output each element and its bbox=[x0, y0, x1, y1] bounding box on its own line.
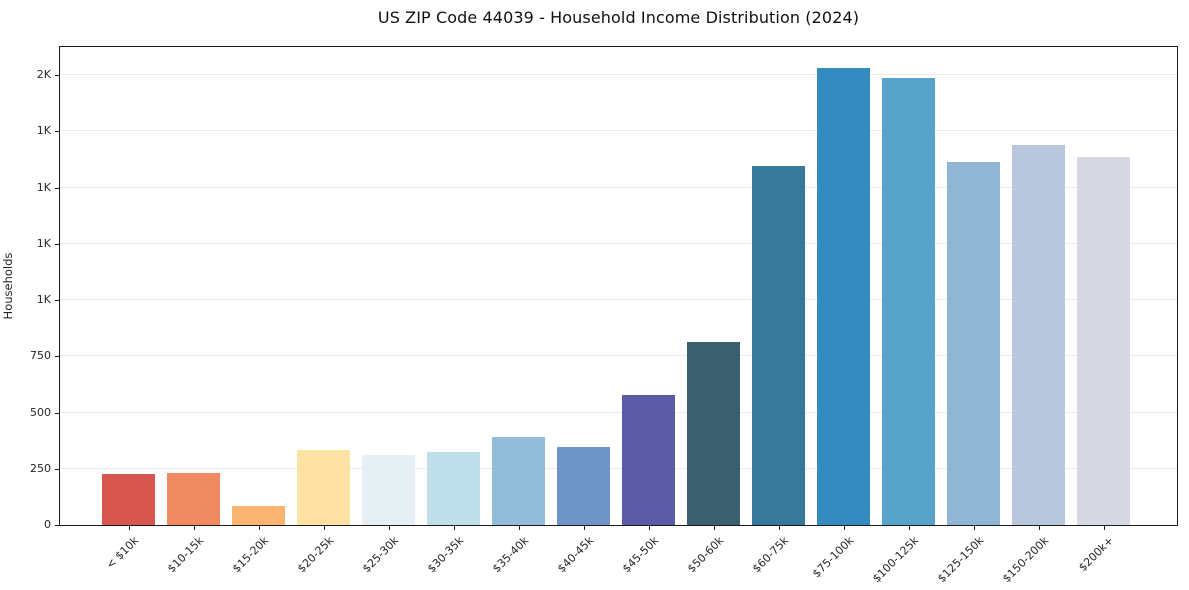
x-tick-label: $75-100k bbox=[809, 534, 856, 581]
bar-slot bbox=[616, 47, 681, 525]
bar-slot bbox=[356, 47, 421, 525]
x-tick-mark bbox=[518, 526, 520, 530]
x-tick-label: $40-45k bbox=[554, 534, 596, 576]
x-tick-mark bbox=[1103, 526, 1105, 530]
bar-slot bbox=[746, 47, 811, 525]
bar-40-45k bbox=[556, 446, 611, 525]
y-tick-mark bbox=[55, 469, 59, 470]
y-tick-label: 1K bbox=[36, 293, 51, 306]
bar-125-150k bbox=[946, 161, 1001, 525]
x-tick-label: $25-30k bbox=[359, 534, 401, 576]
x-tick-mark bbox=[778, 526, 780, 530]
y-tick-mark bbox=[55, 244, 59, 245]
x-tick-mark bbox=[1038, 526, 1040, 530]
x-tick-mark bbox=[323, 526, 325, 530]
bar-35-40k bbox=[491, 437, 546, 525]
x-tick-mark bbox=[973, 526, 975, 530]
x-tick-label: $15-20k bbox=[229, 534, 271, 576]
gridline bbox=[60, 242, 1177, 244]
bar-100-125k bbox=[881, 77, 936, 525]
bar-45-50k bbox=[621, 394, 676, 525]
bar-60-75k bbox=[751, 166, 806, 525]
y-tick-mark bbox=[55, 75, 59, 76]
x-tick-mark bbox=[908, 526, 910, 530]
x-tick-label: $35-40k bbox=[489, 534, 531, 576]
bar-slot bbox=[226, 47, 291, 525]
gridline bbox=[60, 186, 1177, 188]
y-tick-mark bbox=[55, 356, 59, 357]
bar-15-20k bbox=[231, 506, 286, 525]
x-tick-label: $10-15k bbox=[164, 534, 206, 576]
x-tick-label: $60-75k bbox=[749, 534, 791, 576]
bar-slot bbox=[811, 47, 876, 525]
y-axis-title: Households bbox=[1, 252, 15, 320]
y-tick-mark bbox=[55, 188, 59, 189]
bar-30-35k bbox=[426, 451, 481, 525]
x-tick-label: < $10k bbox=[103, 534, 141, 572]
gridline bbox=[60, 299, 1177, 301]
x-tick-label: $20-25k bbox=[294, 534, 336, 576]
x-tick-mark bbox=[193, 526, 195, 530]
bar-slot bbox=[681, 47, 746, 525]
y-tick-label: 1K bbox=[36, 237, 51, 250]
x-tick-mark bbox=[713, 526, 715, 530]
x-tick-label: $150-200k bbox=[999, 534, 1051, 586]
bar-150-200k bbox=[1011, 145, 1066, 525]
bar-slot bbox=[941, 47, 1006, 525]
y-tick-label: 0 bbox=[44, 518, 51, 531]
bar-slot bbox=[291, 47, 356, 525]
bar-slot bbox=[551, 47, 616, 525]
x-tick-mark bbox=[648, 526, 650, 530]
bar-200k bbox=[1076, 156, 1131, 525]
bar-slot bbox=[486, 47, 551, 525]
y-tick-label: 750 bbox=[30, 349, 51, 362]
x-tick-mark bbox=[583, 526, 585, 530]
y-tick-mark bbox=[55, 413, 59, 414]
x-tick-mark bbox=[128, 526, 130, 530]
x-tick-mark bbox=[453, 526, 455, 530]
bar-slot bbox=[876, 47, 941, 525]
bar-slot bbox=[96, 47, 161, 525]
gridline bbox=[60, 411, 1177, 413]
bar-25-30k bbox=[361, 455, 416, 525]
x-tick-label: $30-35k bbox=[424, 534, 466, 576]
y-tick-mark bbox=[55, 300, 59, 301]
chart-title: US ZIP Code 44039 - Household Income Dis… bbox=[377, 8, 860, 27]
y-tick-mark bbox=[55, 131, 59, 132]
y-tick-label: 500 bbox=[30, 406, 51, 419]
x-tick-mark bbox=[843, 526, 845, 530]
bar-slot bbox=[1006, 47, 1071, 525]
bars-layer bbox=[96, 47, 1136, 525]
y-tick-mark bbox=[55, 525, 59, 526]
x-tick-label: $200k+ bbox=[1075, 534, 1116, 575]
gridline bbox=[60, 74, 1177, 76]
y-tick-label: 250 bbox=[30, 462, 51, 475]
bar-slot bbox=[1071, 47, 1136, 525]
bar-75-100k bbox=[816, 68, 871, 525]
bar-10-15k bbox=[166, 473, 221, 525]
bar-10k bbox=[101, 473, 156, 525]
y-tick-label: 1K bbox=[36, 181, 51, 194]
gridline bbox=[60, 467, 1177, 469]
y-tick-label: 1K bbox=[36, 124, 51, 137]
x-tick-label: $45-50k bbox=[619, 534, 661, 576]
x-tick-label: $50-60k bbox=[684, 534, 726, 576]
x-tick-label: $100-125k bbox=[869, 534, 921, 586]
x-tick-mark bbox=[258, 526, 260, 530]
bar-slot bbox=[421, 47, 486, 525]
plot-area bbox=[59, 46, 1178, 526]
y-tick-label: 2K bbox=[36, 68, 51, 81]
gridline bbox=[60, 355, 1177, 357]
bar-50-60k bbox=[686, 341, 741, 525]
bar-slot bbox=[161, 47, 226, 525]
x-tick-label: $125-150k bbox=[934, 534, 986, 586]
gridline bbox=[60, 130, 1177, 132]
bar-20-25k bbox=[296, 450, 351, 525]
x-tick-mark bbox=[388, 526, 390, 530]
